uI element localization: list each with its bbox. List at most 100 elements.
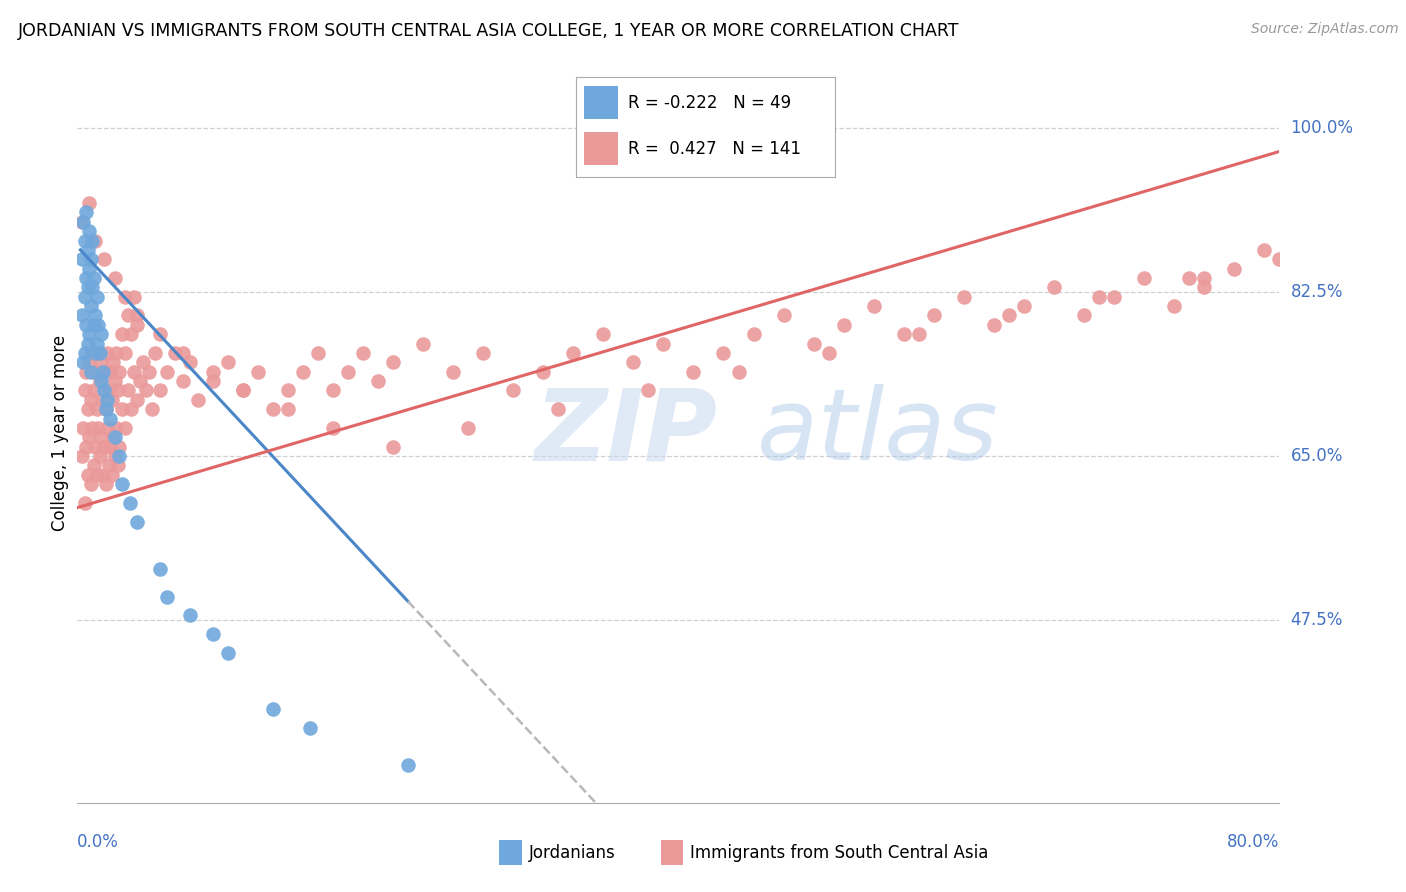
Point (998, 309, 1021, 323)
Point (201, 365, 224, 379)
Point (111, 327, 134, 342)
Text: 82.5%: 82.5% (1291, 283, 1343, 301)
Point (322, 384, 344, 398)
Text: JORDANIAN VS IMMIGRANTS FROM SOUTH CENTRAL ASIA COLLEGE, 1 YEAR OR MORE CORRELAT: JORDANIAN VS IMMIGRANTS FROM SOUTH CENTR… (18, 22, 960, 40)
Point (79, 196, 101, 211)
Point (179, 355, 201, 369)
Point (104, 271, 127, 285)
Point (217, 355, 239, 369)
Point (79, 224, 101, 238)
Point (103, 430, 125, 444)
Point (117, 384, 139, 398)
Point (201, 374, 224, 388)
Point (84, 234, 107, 248)
Point (621, 355, 644, 369)
Point (111, 402, 134, 417)
Point (96, 421, 118, 435)
Point (172, 374, 194, 388)
Point (94, 402, 117, 417)
Point (457, 421, 479, 435)
Point (1043, 280, 1066, 294)
Point (93, 252, 115, 267)
Point (1194, 271, 1216, 285)
Point (82, 280, 104, 294)
Point (262, 402, 284, 417)
Point (149, 327, 172, 342)
Point (93, 440, 115, 454)
Point (86, 402, 108, 417)
Y-axis label: College, 1 year or more: College, 1 year or more (51, 334, 69, 531)
Point (79, 261, 101, 276)
Point (124, 365, 146, 379)
Point (862, 299, 884, 313)
Point (100, 411, 122, 425)
Point (104, 449, 127, 463)
Point (246, 365, 269, 379)
Point (97, 384, 120, 398)
Point (76, 243, 98, 257)
Point (100, 440, 122, 454)
Point (90, 327, 112, 342)
Point (73, 234, 96, 248)
Point (381, 440, 404, 454)
Point (803, 336, 825, 351)
Point (277, 384, 299, 398)
Point (114, 346, 136, 360)
Point (441, 365, 464, 379)
Point (129, 374, 152, 388)
Point (132, 355, 155, 369)
Point (772, 309, 794, 323)
Point (96, 392, 118, 407)
Point (299, 721, 322, 735)
Point (87, 346, 110, 360)
Point (90, 355, 112, 369)
Point (652, 336, 675, 351)
Point (73, 346, 96, 360)
Point (84, 346, 107, 360)
Point (472, 346, 495, 360)
Point (84, 309, 107, 323)
Point (72, 421, 94, 435)
Point (114, 290, 136, 304)
Point (80, 365, 103, 379)
Point (179, 608, 201, 623)
Point (83, 271, 105, 285)
Point (114, 421, 136, 435)
Point (336, 365, 359, 379)
Point (105, 421, 128, 435)
Point (86, 467, 108, 482)
Point (82, 421, 104, 435)
Point (105, 346, 128, 360)
Point (89, 346, 111, 360)
Point (817, 346, 839, 360)
Point (76, 402, 98, 417)
Point (73, 290, 96, 304)
Point (73, 496, 96, 510)
Point (547, 402, 569, 417)
Text: Immigrants from South Central Asia: Immigrants from South Central Asia (690, 844, 988, 862)
Point (83, 458, 105, 473)
Point (1163, 299, 1185, 313)
Point (217, 646, 239, 660)
Point (156, 365, 179, 379)
Point (120, 402, 142, 417)
Point (186, 392, 209, 407)
Point (70, 252, 93, 267)
Point (727, 365, 749, 379)
Point (124, 290, 146, 304)
Point (83, 384, 105, 398)
Point (232, 384, 254, 398)
Point (117, 309, 139, 323)
Text: 47.5%: 47.5% (1291, 611, 1343, 629)
Point (291, 365, 314, 379)
Point (108, 365, 131, 379)
Point (90, 374, 112, 388)
Point (75, 440, 97, 454)
Text: atlas: atlas (756, 384, 998, 481)
Point (922, 309, 945, 323)
Point (307, 346, 329, 360)
Point (531, 365, 554, 379)
Point (73, 384, 96, 398)
Point (101, 467, 124, 482)
Point (70, 309, 93, 323)
